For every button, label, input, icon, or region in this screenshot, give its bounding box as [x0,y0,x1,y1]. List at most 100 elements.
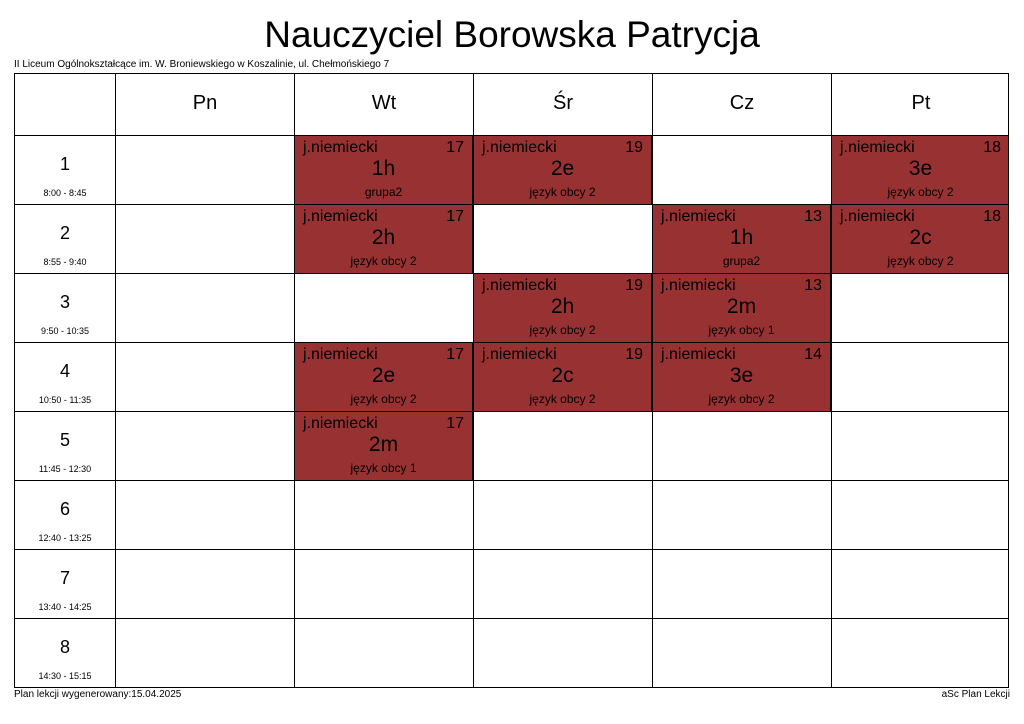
lesson-class: 2h [550,295,575,318]
lesson-subject: j.niemiecki [303,208,378,225]
day-header: Śr [473,74,652,135]
column-divider [473,74,474,687]
lesson-group: język obcy 2 [529,185,596,199]
period-time: 8:00 - 8:45 [43,188,87,198]
lesson-room: 17 [446,208,464,225]
lesson-subject: j.niemiecki [303,346,378,363]
day-header: Pt [831,74,1008,135]
lesson-card: j.niemiecki 18 3e język obcy 2 [832,136,1008,205]
generated-date: Plan lekcji wygenerowany:15.04.2025 [14,689,182,700]
period-cell: 5 11:45 - 12:30 [15,411,116,480]
period-number: 3 [59,292,70,312]
lesson-room: 18 [983,139,1001,156]
lesson-group: język obcy 2 [529,323,596,337]
period-time: 10:50 - 11:35 [38,395,92,405]
row-divider [15,273,1008,274]
lesson-card: j.niemiecki 14 3e język obcy 2 [653,343,831,412]
lesson-group: język obcy 2 [350,392,417,406]
period-number: 2 [59,223,70,243]
lesson-card: j.niemiecki 19 2h język obcy 2 [474,274,652,343]
period-number: 5 [59,430,70,450]
period-cell: 2 8:55 - 9:40 [15,204,116,273]
day-header: Wt [294,74,473,135]
lesson-group: język obcy 2 [887,254,954,268]
lesson-subject: j.niemiecki [661,346,736,363]
column-divider [294,74,295,687]
lesson-card: j.niemiecki 17 1h grupa2 [295,136,473,205]
lesson-class: 1h [729,226,754,249]
row-divider [15,618,1008,619]
lesson-room: 19 [625,139,643,156]
period-time: 14:30 - 15:15 [38,671,92,681]
lesson-card: j.niemiecki 18 2c język obcy 2 [832,205,1008,274]
lesson-room: 13 [804,208,822,225]
row-divider [15,480,1008,481]
lesson-group: język obcy 2 [350,254,417,268]
period-cell: 1 8:00 - 8:45 [15,135,116,204]
lesson-group: język obcy 2 [708,392,775,406]
lesson-subject: j.niemiecki [661,208,736,225]
page-title: Nauczyciel Borowska Patrycja [264,14,760,55]
school-name: II Liceum Ogólnokształcące im. W. Bronie… [14,59,390,70]
timetable-grid: Pn Wt Śr Cz Pt 1 8:00 - 8:45 2 8:55 - 9:40 3 9:50 … [14,73,1009,688]
lesson-class: 3e [908,157,933,180]
lesson-room: 19 [625,277,643,294]
column-divider [652,74,653,687]
corner-cell [15,74,116,135]
lesson-card: j.niemiecki 17 2e język obcy 2 [295,343,473,412]
lesson-class: 1h [371,157,396,180]
lesson-class: 2e [371,364,396,387]
lesson-card: j.niemiecki 13 2m język obcy 1 [653,274,831,343]
period-number: 4 [59,361,70,381]
day-header: Pn [115,74,294,135]
lesson-class: 3e [729,364,754,387]
lesson-room: 19 [625,346,643,363]
lesson-room: 17 [446,139,464,156]
lesson-class: 2m [368,433,399,456]
period-number: 7 [59,568,70,588]
lesson-subject: j.niemiecki [303,139,378,156]
lesson-group: język obcy 1 [708,323,775,337]
lesson-subject: j.niemiecki [482,277,557,294]
lesson-subject: j.niemiecki [482,139,557,156]
period-cell: 6 12:40 - 13:25 [15,480,116,549]
lesson-subject: j.niemiecki [482,346,557,363]
row-divider [15,549,1008,550]
period-time: 11:45 - 12:30 [38,464,92,474]
lesson-group: język obcy 2 [887,185,954,199]
period-number: 8 [59,637,70,657]
app-name: aSc Plan Lekcji [941,689,1010,700]
lesson-group: grupa2 [722,254,761,268]
lesson-group: język obcy 2 [529,392,596,406]
period-time: 12:40 - 13:25 [38,533,92,543]
column-divider [115,74,116,687]
lesson-card: j.niemiecki 17 2m język obcy 1 [295,412,473,481]
lesson-card: j.niemiecki 19 2c język obcy 2 [474,343,652,412]
lesson-card: j.niemiecki 17 2h język obcy 2 [295,205,473,274]
lesson-subject: j.niemiecki [840,139,915,156]
lesson-room: 17 [446,415,464,432]
period-time: 8:55 - 9:40 [43,257,87,267]
lesson-room: 13 [804,277,822,294]
lesson-card: j.niemiecki 19 2e język obcy 2 [474,136,652,205]
lesson-subject: j.niemiecki [840,208,915,225]
period-time: 13:40 - 14:25 [38,602,92,612]
period-cell: 3 9:50 - 10:35 [15,273,116,342]
lesson-room: 18 [983,208,1001,225]
day-header: Cz [652,74,831,135]
period-number: 1 [59,154,70,174]
lesson-class: 2c [551,364,574,387]
lesson-class: 2m [726,295,757,318]
period-number: 6 [59,499,70,519]
lesson-class: 2h [371,226,396,249]
period-cell: 7 13:40 - 14:25 [15,549,116,618]
period-time: 9:50 - 10:35 [40,326,90,336]
lesson-card: j.niemiecki 13 1h grupa2 [653,205,831,274]
lesson-room: 17 [446,346,464,363]
lesson-subject: j.niemiecki [303,415,378,432]
lesson-group: język obcy 1 [350,461,417,475]
row-divider [15,135,1008,136]
lesson-room: 14 [804,346,822,363]
column-divider [831,74,832,687]
period-cell: 4 10:50 - 11:35 [15,342,116,411]
